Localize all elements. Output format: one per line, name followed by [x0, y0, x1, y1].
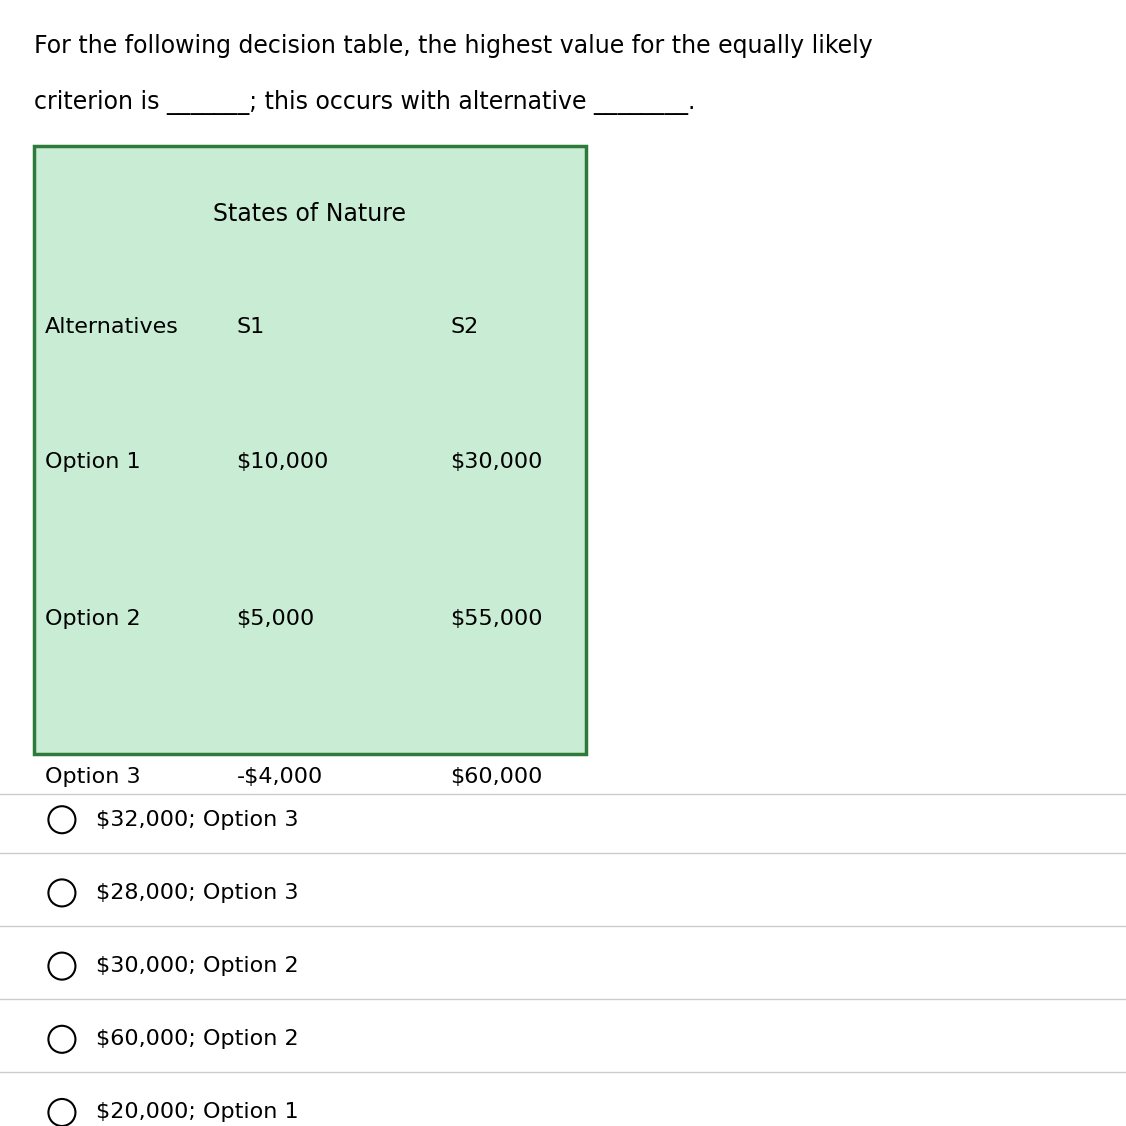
- FancyBboxPatch shape: [34, 146, 586, 754]
- Text: Option 1: Option 1: [45, 452, 141, 472]
- Text: Option 2: Option 2: [45, 609, 141, 629]
- Text: Alternatives: Alternatives: [45, 316, 179, 337]
- Text: $60,000; Option 2: $60,000; Option 2: [96, 1029, 298, 1049]
- Text: $10,000: $10,000: [236, 452, 329, 472]
- Text: States of Nature: States of Nature: [213, 202, 406, 226]
- Text: For the following decision table, the highest value for the equally likely: For the following decision table, the hi…: [34, 34, 873, 57]
- Text: $30,000: $30,000: [450, 452, 543, 472]
- Text: Option 3: Option 3: [45, 767, 141, 787]
- Text: $5,000: $5,000: [236, 609, 314, 629]
- Text: criterion is _______; this occurs with alternative ________.: criterion is _______; this occurs with a…: [34, 90, 695, 115]
- Text: -$4,000: -$4,000: [236, 767, 323, 787]
- Text: S1: S1: [236, 316, 265, 337]
- Text: $20,000; Option 1: $20,000; Option 1: [96, 1102, 298, 1123]
- Text: S2: S2: [450, 316, 479, 337]
- Text: $60,000: $60,000: [450, 767, 543, 787]
- Text: $30,000; Option 2: $30,000; Option 2: [96, 956, 298, 976]
- Text: $55,000: $55,000: [450, 609, 543, 629]
- Text: $28,000; Option 3: $28,000; Option 3: [96, 883, 298, 903]
- Text: $32,000; Option 3: $32,000; Option 3: [96, 810, 298, 830]
